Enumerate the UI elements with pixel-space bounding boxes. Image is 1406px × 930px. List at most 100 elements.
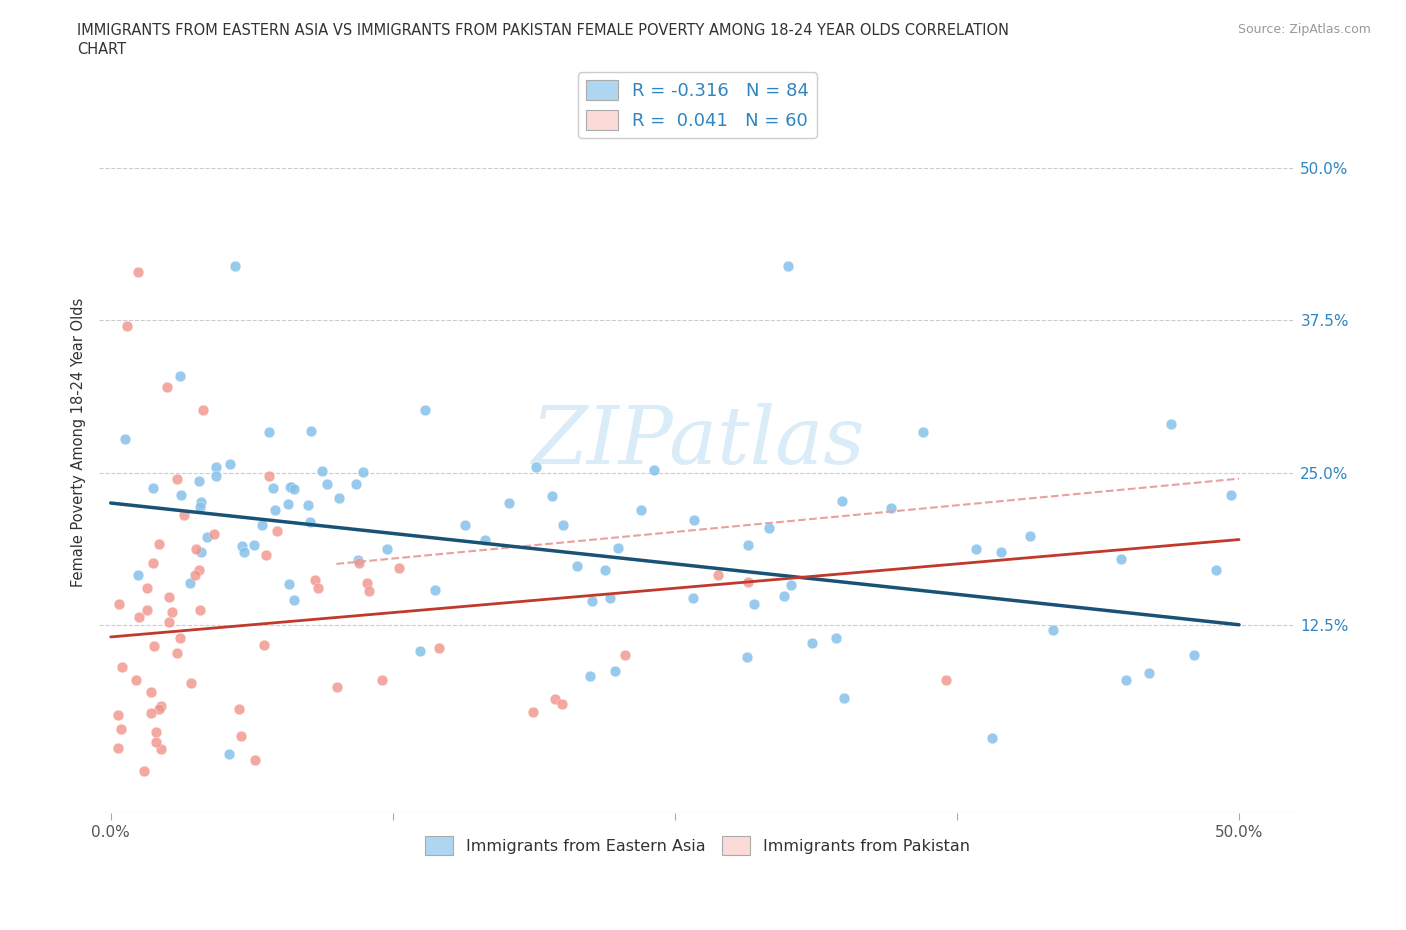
Point: [169, 631, 191, 645]
Point: [344, 476, 367, 491]
Point: [935, 672, 957, 687]
Point: [544, 692, 567, 707]
Point: [578, 669, 600, 684]
Point: [170, 488, 193, 503]
Point: [297, 498, 319, 512]
Point: [280, 480, 302, 495]
Point: [371, 672, 394, 687]
Point: [737, 538, 759, 552]
Point: [387, 561, 409, 576]
Point: [706, 567, 728, 582]
Point: [880, 501, 903, 516]
Point: [832, 691, 855, 706]
Point: [110, 722, 132, 737]
Point: [188, 563, 211, 578]
Point: [231, 538, 253, 553]
Point: [107, 708, 129, 723]
Y-axis label: Female Poverty Among 18-24 Year Olds: Female Poverty Among 18-24 Year Olds: [72, 298, 86, 587]
Point: [326, 680, 349, 695]
Point: [136, 603, 159, 618]
Point: [111, 659, 134, 674]
Point: [965, 542, 987, 557]
Point: [142, 638, 165, 653]
Point: [107, 596, 129, 611]
Point: [173, 508, 195, 523]
Point: [107, 741, 129, 756]
Point: [149, 698, 172, 713]
Point: [299, 424, 322, 439]
Point: [1182, 647, 1205, 662]
Point: [186, 542, 208, 557]
Point: [169, 368, 191, 383]
Point: [179, 576, 201, 591]
Point: [603, 664, 626, 679]
Point: [157, 590, 180, 604]
Point: [156, 380, 179, 395]
Point: [347, 555, 370, 570]
Point: [298, 514, 321, 529]
Point: [142, 555, 165, 570]
Point: [257, 424, 280, 439]
Point: [188, 500, 211, 515]
Point: [316, 477, 339, 492]
Point: [114, 432, 136, 446]
Point: [190, 495, 212, 510]
Point: [758, 520, 780, 535]
Point: [166, 472, 188, 486]
Point: [613, 647, 636, 662]
Point: [990, 545, 1012, 560]
Point: [195, 529, 218, 544]
Point: [262, 481, 284, 496]
Point: [581, 593, 603, 608]
Point: [522, 704, 544, 719]
Point: [498, 496, 520, 511]
Point: [541, 488, 564, 503]
Point: [1160, 417, 1182, 432]
Point: [157, 615, 180, 630]
Point: [1205, 563, 1227, 578]
Point: [278, 577, 301, 591]
Point: [204, 469, 226, 484]
Point: [136, 580, 159, 595]
Point: [524, 459, 547, 474]
Point: [148, 537, 170, 551]
Point: [356, 576, 378, 591]
Point: [801, 636, 824, 651]
Point: [912, 425, 935, 440]
Point: [188, 602, 211, 617]
Point: [128, 609, 150, 624]
Text: Source: ZipAtlas.com: Source: ZipAtlas.com: [1237, 23, 1371, 36]
Text: IMMIGRANTS FROM EASTERN ASIA VS IMMIGRANTS FROM PAKISTAN FEMALE POVERTY AMONG 18: IMMIGRANTS FROM EASTERN ASIA VS IMMIGRAN…: [77, 23, 1010, 38]
Point: [263, 503, 285, 518]
Point: [1115, 672, 1137, 687]
Point: [190, 544, 212, 559]
Point: [737, 574, 759, 589]
Point: [180, 676, 202, 691]
Point: [125, 672, 148, 687]
Point: [218, 747, 240, 762]
Point: [682, 513, 704, 528]
Point: [277, 497, 299, 512]
Point: [553, 518, 575, 533]
Point: [308, 580, 330, 595]
Point: [132, 764, 155, 778]
Point: [551, 697, 574, 711]
Point: [773, 589, 796, 604]
Point: [139, 684, 162, 699]
Point: [565, 558, 588, 573]
Point: [682, 591, 704, 605]
Point: [599, 591, 621, 605]
Text: ZIPatlas: ZIPatlas: [530, 404, 865, 481]
Point: [283, 592, 305, 607]
Point: [607, 540, 630, 555]
Point: [148, 701, 170, 716]
Point: [359, 584, 381, 599]
Point: [593, 563, 616, 578]
Point: [474, 533, 496, 548]
Point: [150, 741, 173, 756]
Point: [1018, 529, 1040, 544]
Point: [630, 502, 652, 517]
Point: [328, 491, 350, 506]
Text: CHART: CHART: [77, 42, 127, 57]
Point: [427, 641, 450, 656]
